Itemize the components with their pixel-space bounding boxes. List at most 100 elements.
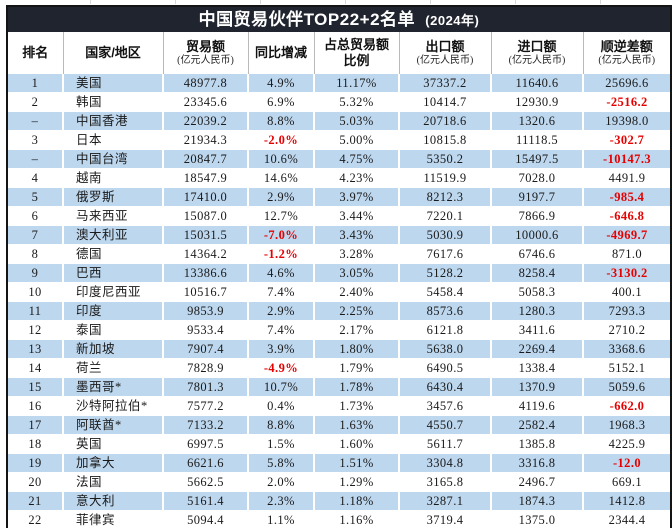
table-row: 10 印度尼西亚 10516.7 7.4% 2.40% 5458.4 5058.… [8, 282, 670, 302]
table-row: 22 菲律宾 5094.4 1.1% 1.16% 3719.4 1375.0 2… [8, 510, 670, 528]
balance-cell: 4491.9 [583, 168, 670, 188]
export-cell: 10815.8 [399, 130, 492, 150]
rank-cell: 5 [8, 187, 64, 207]
import-cell: 2496.7 [491, 472, 584, 492]
balance-cell: -3130.2 [583, 263, 670, 283]
share-cell: 1.73% [314, 396, 400, 416]
share-cell: 1.51% [314, 453, 400, 473]
rank-cell: 11 [8, 301, 64, 321]
balance-cell: -12.0 [583, 453, 670, 473]
share-cell: 3.28% [314, 244, 400, 264]
share-cell: 5.03% [314, 111, 400, 131]
import-cell: 8258.4 [491, 263, 584, 283]
balance-cell: 871.0 [583, 244, 670, 264]
country-cell: 中国台湾 [63, 149, 164, 169]
table-row: 6 马来西亚 15087.0 12.7% 3.44% 7220.1 7866.9… [8, 206, 670, 226]
import-cell: 1338.4 [491, 358, 584, 378]
balance-cell: 4225.9 [583, 434, 670, 454]
yoy-cell: 3.9% [248, 339, 315, 359]
col-yoy: 同比增减 [248, 32, 315, 74]
country-cell: 俄罗斯 [63, 187, 164, 207]
balance-cell: 669.1 [583, 472, 670, 492]
trade-cell: 7577.2 [163, 396, 249, 416]
trade-cell: 15087.0 [163, 206, 249, 226]
export-cell: 20718.6 [399, 111, 492, 131]
table-row: 17 阿联酋* 7133.2 8.8% 1.63% 4550.7 2582.4 … [8, 415, 670, 435]
yoy-cell: -7.0% [248, 225, 315, 245]
rank-cell: 13 [8, 339, 64, 359]
yoy-cell: 8.8% [248, 415, 315, 435]
export-cell: 3287.1 [399, 491, 492, 511]
balance-cell: 400.1 [583, 282, 670, 302]
table-row: 16 沙特阿拉伯* 7577.2 0.4% 1.73% 3457.6 4119.… [8, 396, 670, 416]
trade-cell: 7907.4 [163, 339, 249, 359]
yoy-cell: 1.1% [248, 510, 315, 528]
rank-cell: 21 [8, 491, 64, 511]
export-cell: 5611.7 [399, 434, 492, 454]
balance-cell: -302.7 [583, 130, 670, 150]
col-rank: 排名 [8, 32, 64, 74]
rank-cell: 18 [8, 434, 64, 454]
table-row: 14 荷兰 7828.9 -4.9% 1.79% 6490.5 1338.4 5… [8, 358, 670, 378]
share-cell: 3.44% [314, 206, 400, 226]
rank-cell: 1 [8, 74, 64, 93]
share-cell: 2.40% [314, 282, 400, 302]
yoy-cell: 14.6% [248, 168, 315, 188]
trade-cell: 5662.5 [163, 472, 249, 492]
table-row: 3 日本 21934.3 -2.0% 5.00% 10815.8 11118.5… [8, 130, 670, 150]
country-cell: 沙特阿拉伯* [63, 396, 164, 416]
rank-cell: 7 [8, 225, 64, 245]
export-cell: 8573.6 [399, 301, 492, 321]
share-cell: 11.17% [314, 74, 400, 93]
col-balance: 顺逆差额 (亿元人民币) [583, 32, 670, 74]
table-row: 7 澳大利亚 15031.5 -7.0% 3.43% 5030.9 10000.… [8, 225, 670, 245]
rank-cell: – [8, 149, 64, 169]
country-cell: 新加坡 [63, 339, 164, 359]
rank-cell: 3 [8, 130, 64, 150]
import-cell: 4119.6 [491, 396, 584, 416]
yoy-cell: 2.0% [248, 472, 315, 492]
share-cell: 4.75% [314, 149, 400, 169]
balance-cell: 25696.6 [583, 74, 670, 93]
export-cell: 5030.9 [399, 225, 492, 245]
col-share: 占总贸易额 比例 [314, 32, 400, 74]
balance-cell: 1968.3 [583, 415, 670, 435]
balance-cell: -662.0 [583, 396, 670, 416]
import-cell: 3316.8 [491, 453, 584, 473]
country-cell: 印度 [63, 301, 164, 321]
share-cell: 4.23% [314, 168, 400, 188]
export-cell: 37337.2 [399, 74, 492, 93]
rank-cell: 8 [8, 244, 64, 264]
yoy-cell: -1.2% [248, 244, 315, 264]
rank-cell: 9 [8, 263, 64, 283]
share-cell: 2.17% [314, 320, 400, 340]
rank-cell: 6 [8, 206, 64, 226]
country-cell: 加拿大 [63, 453, 164, 473]
share-cell: 5.32% [314, 92, 400, 112]
share-cell: 5.00% [314, 130, 400, 150]
balance-cell: -985.4 [583, 187, 670, 207]
rank-cell: 19 [8, 453, 64, 473]
country-cell: 中国香港 [63, 111, 164, 131]
balance-cell: 3368.6 [583, 339, 670, 359]
country-cell: 法国 [63, 472, 164, 492]
export-cell: 3304.8 [399, 453, 492, 473]
yoy-cell: 2.9% [248, 301, 315, 321]
export-cell: 6121.8 [399, 320, 492, 340]
country-cell: 英国 [63, 434, 164, 454]
balance-cell: -646.8 [583, 206, 670, 226]
balance-cell: 5152.1 [583, 358, 670, 378]
trade-cell: 5161.4 [163, 491, 249, 511]
country-cell: 美国 [63, 74, 164, 93]
share-cell: 1.16% [314, 510, 400, 528]
country-cell: 韩国 [63, 92, 164, 112]
yoy-cell: 12.7% [248, 206, 315, 226]
balance-cell: 1412.8 [583, 491, 670, 511]
import-cell: 11118.5 [491, 130, 584, 150]
import-cell: 1280.3 [491, 301, 584, 321]
yoy-cell: 4.6% [248, 263, 315, 283]
table-row: – 中国香港 22039.2 8.8% 5.03% 20718.6 1320.6… [8, 111, 670, 131]
balance-cell: -4969.7 [583, 225, 670, 245]
table-row: 4 越南 18547.9 14.6% 4.23% 11519.9 7028.0 … [8, 168, 670, 188]
trade-cell: 13386.6 [163, 263, 249, 283]
